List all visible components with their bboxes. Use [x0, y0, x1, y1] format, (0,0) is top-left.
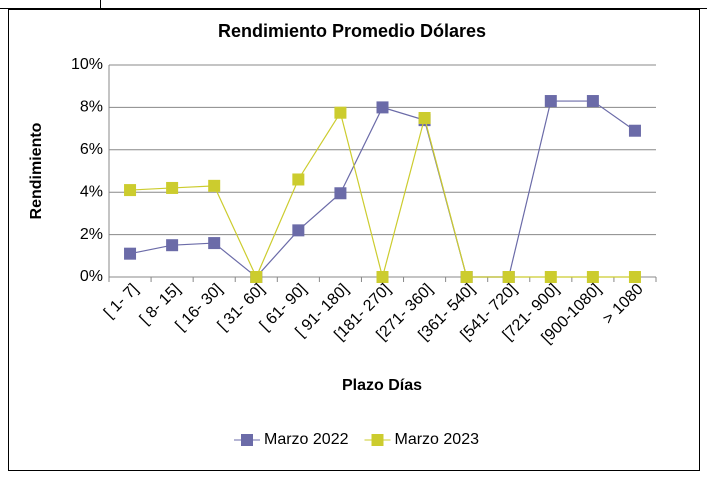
marker [208, 237, 221, 250]
x-axis-title: Plazo Días [342, 377, 422, 394]
y-tick-label: 0% [80, 268, 103, 285]
y-tick-label: 6% [80, 141, 103, 158]
marker [376, 271, 389, 283]
chart-title: Rendimiento Promedio Dólares [218, 21, 486, 41]
marker [586, 95, 599, 108]
plot-area [108, 64, 657, 283]
marker [586, 271, 599, 283]
marker [544, 95, 557, 108]
marker [418, 112, 431, 124]
chart-frame [8, 9, 700, 471]
legend-label: Marzo 2022 [264, 431, 349, 448]
marker [628, 271, 641, 283]
marker [334, 106, 347, 119]
marker [292, 173, 305, 186]
marker [166, 181, 179, 194]
legend-marker [241, 434, 253, 446]
marker [124, 247, 137, 260]
legend-label: Marzo 2023 [395, 431, 480, 448]
marker [208, 179, 221, 192]
marker [166, 239, 179, 252]
marker [292, 224, 305, 237]
legend: Marzo 2022 Marzo 2023 [234, 431, 479, 448]
marker [250, 271, 263, 283]
marker [502, 271, 515, 283]
y-tick-label: 4% [80, 183, 103, 200]
marker [124, 184, 137, 197]
y-tick-label: 10% [71, 56, 103, 73]
marker [628, 124, 641, 137]
marker [460, 271, 473, 283]
marker [376, 101, 389, 114]
marker [544, 271, 557, 283]
legend-marker [371, 434, 384, 446]
y-tick-label: 2% [80, 226, 103, 243]
y-tick-label: 8% [80, 99, 103, 116]
y-axis-title: Rendimiento [28, 122, 45, 219]
marker [334, 187, 347, 200]
